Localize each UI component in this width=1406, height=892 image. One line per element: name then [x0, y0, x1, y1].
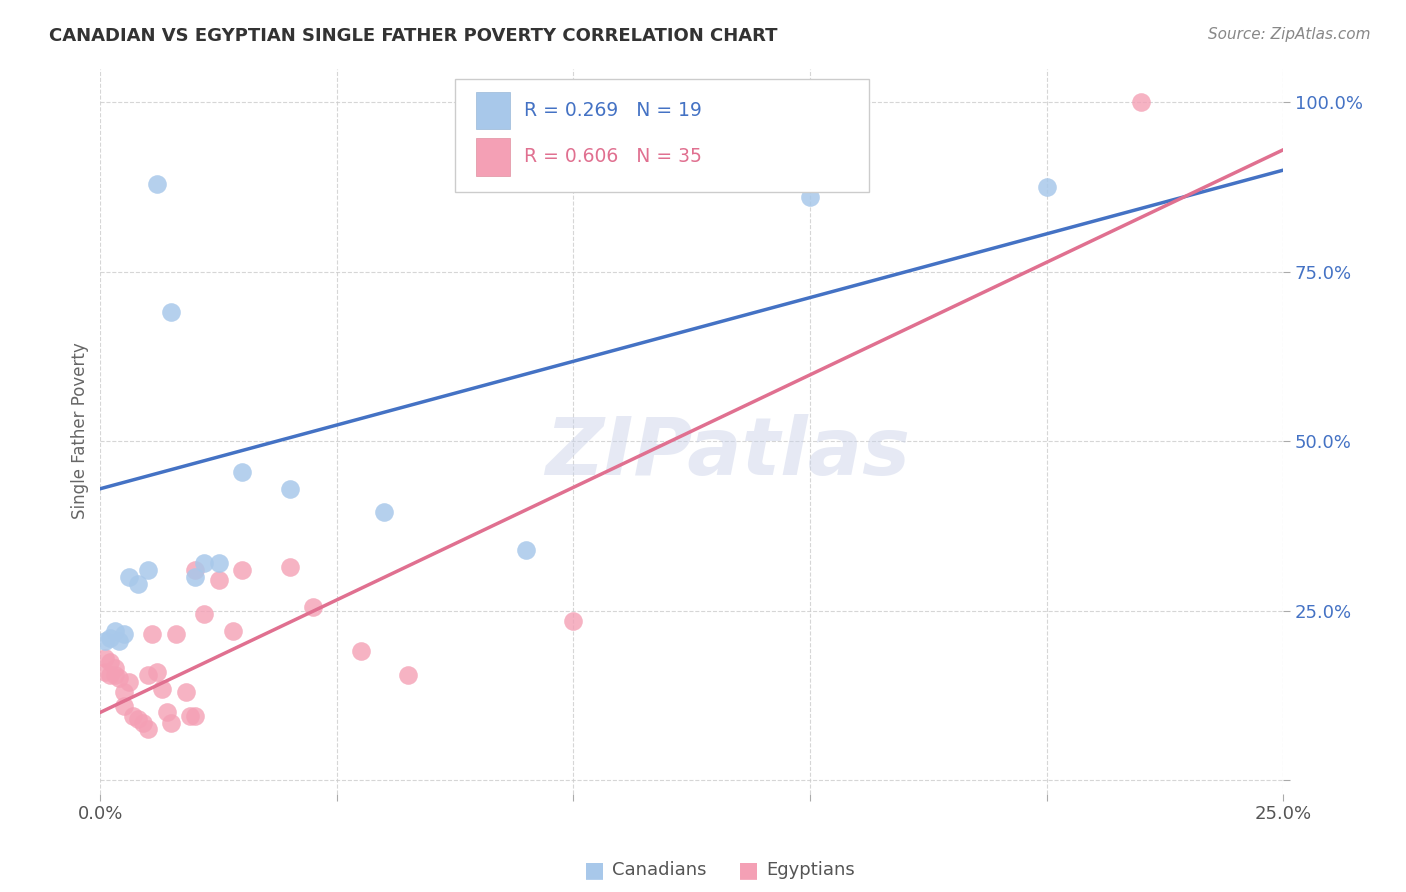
Text: Canadians: Canadians: [612, 861, 706, 879]
Point: [108, 672, 131, 686]
Point: [118, 570, 141, 584]
Point: [150, 681, 173, 696]
Point: [349, 644, 371, 658]
Point: [103, 624, 125, 638]
Point: [98, 655, 121, 669]
Point: [136, 563, 159, 577]
Point: [98, 668, 121, 682]
Point: [799, 190, 821, 204]
Point: [146, 665, 169, 679]
Point: [160, 305, 183, 319]
FancyBboxPatch shape: [456, 79, 869, 192]
Point: [132, 715, 155, 730]
Point: [141, 627, 163, 641]
Point: [136, 723, 159, 737]
Point: [184, 570, 207, 584]
Text: ZIPatlas: ZIPatlas: [544, 414, 910, 491]
Text: Source: ZipAtlas.com: Source: ZipAtlas.com: [1208, 27, 1371, 42]
Point: [302, 600, 325, 615]
Text: R = 0.269   N = 19: R = 0.269 N = 19: [524, 101, 702, 120]
Point: [108, 634, 131, 648]
Point: [103, 668, 125, 682]
Point: [94, 651, 117, 665]
Text: Egyptians: Egyptians: [766, 861, 855, 879]
Point: [562, 614, 585, 628]
Point: [373, 505, 395, 519]
Point: [278, 482, 301, 496]
Point: [193, 556, 215, 570]
Point: [222, 624, 245, 638]
Point: [122, 708, 145, 723]
Point: [207, 573, 229, 587]
Point: [98, 631, 121, 645]
Point: [193, 607, 215, 621]
Point: [112, 685, 135, 699]
Point: [207, 556, 229, 570]
Point: [184, 563, 207, 577]
Point: [118, 674, 141, 689]
Point: [515, 542, 537, 557]
Text: CANADIAN VS EGYPTIAN SINGLE FATHER POVERTY CORRELATION CHART: CANADIAN VS EGYPTIAN SINGLE FATHER POVER…: [49, 27, 778, 45]
Text: ■: ■: [583, 860, 605, 880]
Point: [174, 685, 197, 699]
Point: [103, 661, 125, 675]
Point: [112, 698, 135, 713]
Point: [94, 634, 117, 648]
Point: [146, 177, 169, 191]
Point: [1035, 180, 1057, 194]
Bar: [477, 92, 509, 129]
Point: [278, 559, 301, 574]
Point: [179, 708, 201, 723]
Text: ■: ■: [738, 860, 759, 880]
Point: [136, 668, 159, 682]
Point: [127, 576, 149, 591]
Text: R = 0.606   N = 35: R = 0.606 N = 35: [524, 147, 702, 167]
Point: [155, 706, 177, 720]
Point: [160, 715, 183, 730]
Point: [127, 712, 149, 726]
Point: [112, 627, 135, 641]
Y-axis label: Single Father Poverty: Single Father Poverty: [72, 343, 89, 519]
Bar: [477, 138, 509, 176]
Point: [231, 465, 253, 479]
Point: [1130, 95, 1153, 110]
Point: [396, 668, 419, 682]
Point: [184, 708, 207, 723]
Point: [165, 627, 187, 641]
Point: [231, 563, 253, 577]
Point: [94, 665, 117, 679]
